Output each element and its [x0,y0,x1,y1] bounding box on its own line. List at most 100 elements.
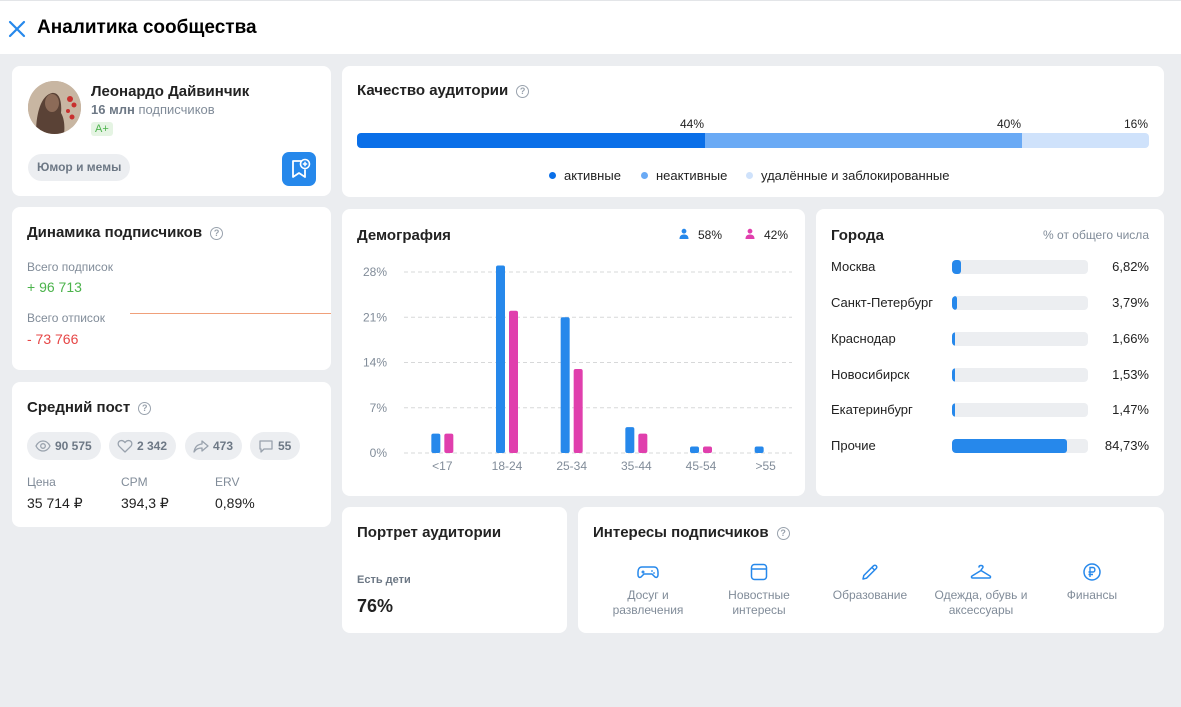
city-name: Новосибирск [831,367,910,382]
page-title: Аналитика сообщества [37,17,257,38]
cities-title: Города [831,227,884,244]
y-tick-label: 7% [370,401,388,415]
quality-segment-2 [1022,133,1149,148]
bar-female [638,433,648,453]
city-bar-fill [952,260,962,274]
bookmark-add-button[interactable] [282,152,316,186]
interest-finance[interactable]: Финансы [1037,562,1147,603]
help-icon[interactable]: ? [776,527,790,540]
price-value: 35 714 ₽ [27,495,83,511]
help-icon[interactable]: ? [138,402,152,415]
x-tick-label: 25-34 [556,459,587,473]
demography-chart: 28% 21% 14% 7% 0% <17 18-24 25-34 35-44 45-54 >55 [363,265,792,473]
comments-chip: 55 [250,432,301,460]
person-icon [745,228,755,239]
city-bar-fill [952,332,955,346]
quality-pct-inactive: 40% [997,117,1022,131]
help-icon[interactable]: ? [210,227,224,240]
bar-male [560,317,570,453]
demography-card: Демография 58% 42% 28% 21% 14% 7% 0% <17 18-24… [342,209,805,496]
city-value: 1,47% [1112,402,1149,417]
demography-title: Демография [357,227,451,244]
city-name: Прочие [831,438,876,453]
city-bar-track [952,332,1088,346]
city-bar-track [952,368,1088,382]
bar-female [509,310,518,453]
unsubscribed-label: Всего отписок [27,311,105,325]
profile-card: Леонардо Дайвинчик 16 млн подписчиков A+… [12,66,331,196]
female-share: 42% [744,228,788,242]
close-icon[interactable] [7,19,27,39]
gamepad-icon [637,566,659,579]
bar-male [754,446,764,453]
help-icon[interactable]: ? [516,85,530,98]
city-value: 1,66% [1112,331,1149,346]
city-bar-fill [952,296,958,310]
subscriber-dynamics-card: Динамика подписчиков? Всего подписок + 9… [12,207,331,370]
y-tick-label: 28% [363,265,387,279]
subscriber-interests-card: Интересы подписчиков? Досуг и развлечения… [578,507,1164,633]
avatar [28,81,81,134]
interest-leisure[interactable]: Досуг и развлечения [593,562,703,618]
city-name: Москва [831,259,876,274]
category-chip[interactable]: Юмор и мемы [28,154,131,181]
portrait-title: Портрет аудитории [357,524,502,541]
price-label: Цена [27,475,56,489]
heart-icon [117,439,133,453]
y-tick-label: 0% [370,446,388,460]
subscribed-label: Всего подписок [27,260,113,274]
cpm-label: CPM [121,475,148,489]
avg-post-title: Средний пост? [27,399,152,416]
quality-pct-active: 44% [680,117,705,131]
city-name: Санкт-Петербург [831,295,933,310]
city-bar-track [952,403,1088,417]
bookmark-add-icon [292,158,311,178]
interest-education[interactable]: Образование [815,562,925,603]
portrait-value: 76% [357,596,394,616]
bar-male [690,446,699,453]
city-name: Екатеринбург [831,402,913,417]
y-tick-label: 21% [363,310,387,324]
portrait-label: Есть дети [357,574,411,586]
audience-quality-card: Качество аудитории? 44% 40% 16% активные… [342,66,1164,197]
city-value: 6,82% [1112,259,1149,274]
top-bar: Аналитика сообщества [0,0,1181,54]
grade-badge: A+ [91,122,113,136]
hanger-icon [970,564,992,579]
pencil-icon [862,564,878,580]
quality-segment-0 [357,133,706,148]
quality-bar [357,133,1149,148]
city-value: 3,79% [1112,295,1149,310]
eye-icon [35,440,51,452]
city-name: Краснодар [831,331,896,346]
subscribers-count: 16 млн подписчиков [91,102,215,117]
quality-pct-deleted: 16% [1124,117,1149,131]
news-icon [750,563,768,581]
city-value: 1,53% [1112,367,1149,382]
interest-news[interactable]: Новостные интересы [704,562,814,618]
audience-portrait-card: Портрет аудитории Есть дети 76% [342,507,567,633]
likes-chip: 2 342 [109,432,177,460]
interest-clothing[interactable]: Одежда, обувь и аксессуары [926,562,1036,618]
bar-female [573,368,583,453]
interests-title: Интересы подписчиков? [593,524,790,541]
quality-title: Качество аудитории? [357,82,530,99]
x-tick-label: <17 [432,459,453,473]
legend-deleted: удалённые и заблокированные [746,168,949,183]
community-name: Леонардо Дайвинчик [91,83,250,100]
dynamics-title: Динамика подписчиков? [27,224,224,241]
reposts-chip: 473 [185,432,243,460]
erv-value: 0,89% [215,495,255,511]
bar-male [496,265,505,453]
cities-subtitle: % от общего числа [1043,228,1149,242]
comment-icon [259,440,273,453]
male-share: 58% [678,228,722,242]
x-tick-label: >55 [755,459,776,473]
unsubscribed-value: - 73 766 [27,331,79,347]
cpm-value: 394,3 ₽ [121,495,169,511]
share-icon [193,440,209,453]
x-tick-label: 35-44 [621,459,652,473]
city-bar-fill [952,439,1068,453]
legend-inactive: неактивные [641,168,727,183]
city-bar-fill [952,368,955,382]
